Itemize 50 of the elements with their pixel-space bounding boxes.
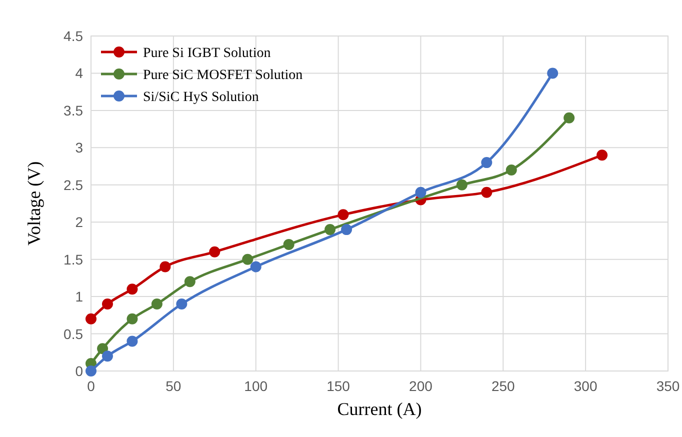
point: [324, 224, 336, 236]
x-tick-label: 200: [409, 378, 433, 394]
point: [86, 366, 96, 376]
x-tick-label: 0: [87, 378, 96, 394]
x-axis-title: Current (A): [337, 399, 422, 419]
point: [126, 313, 138, 324]
point: [506, 164, 517, 176]
point: [547, 68, 558, 79]
y-tick-label: 0: [75, 363, 84, 379]
point: [415, 186, 426, 198]
y-tick-label: 4: [75, 65, 84, 82]
point: [86, 313, 96, 324]
x-tick-label: 350: [656, 378, 680, 394]
x-tick-label: 300: [574, 378, 598, 394]
x-tick-label: 100: [244, 378, 268, 394]
point: [283, 238, 294, 250]
y-axis-title: Voltage (V): [24, 161, 44, 246]
legend-label: Si/SiC HyS Solution: [143, 90, 259, 105]
point: [102, 298, 113, 310]
point: [242, 254, 254, 265]
point: [151, 298, 162, 310]
x-tick-label: 50: [166, 378, 182, 394]
x-tick-label: 150: [326, 378, 350, 394]
legend-label: Pure Si IGBT Solution: [143, 46, 271, 61]
y-tick-label: 1.5: [64, 251, 84, 268]
y-tick-label: 2: [75, 214, 84, 230]
x-tick-label: 250: [491, 378, 516, 394]
y-tick-label: 3.5: [64, 102, 84, 118]
y-tick-label: 3: [75, 140, 84, 156]
point: [160, 261, 171, 272]
point: [341, 224, 352, 236]
point: [481, 186, 492, 198]
point: [596, 150, 608, 161]
point: [564, 112, 575, 124]
point: [209, 246, 220, 258]
y-tick-label: 4.5: [64, 28, 84, 44]
point: [176, 298, 188, 310]
point: [481, 157, 492, 168]
point: [97, 343, 108, 354]
point: [456, 179, 468, 190]
point: [338, 209, 349, 220]
point: [126, 284, 138, 295]
point: [126, 336, 138, 347]
y-tick-label: 2.5: [64, 176, 84, 193]
point: [250, 261, 262, 272]
y-tick-label: 1: [75, 288, 84, 305]
y-tick-label: 0.5: [64, 326, 84, 342]
point: [102, 350, 113, 362]
legend-label: Pure SiC MOSFET Solution: [143, 68, 303, 83]
point: [184, 276, 196, 288]
